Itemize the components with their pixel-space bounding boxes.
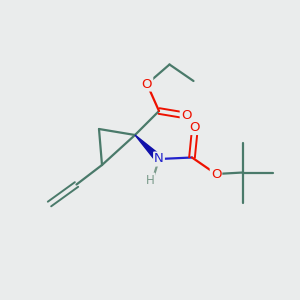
Text: O: O — [142, 77, 152, 91]
Text: H: H — [146, 173, 154, 187]
Text: N: N — [154, 152, 164, 166]
Text: O: O — [181, 109, 191, 122]
Polygon shape — [135, 135, 162, 162]
Text: O: O — [211, 167, 221, 181]
Text: O: O — [190, 121, 200, 134]
